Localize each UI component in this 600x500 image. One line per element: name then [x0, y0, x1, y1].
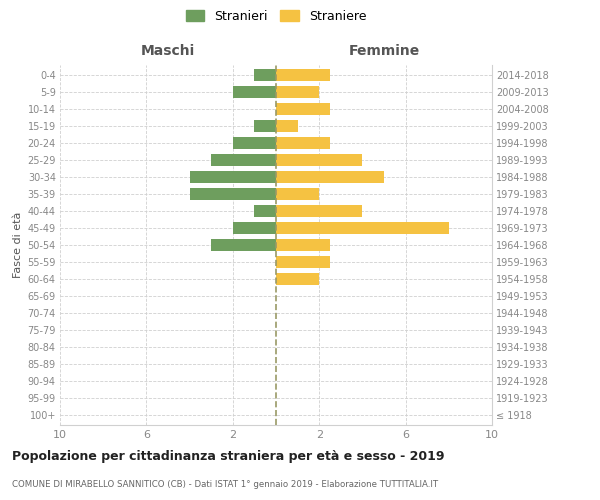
Bar	[190, 188, 276, 200]
Bar	[276, 273, 319, 285]
Bar	[276, 103, 330, 116]
Bar	[233, 137, 276, 149]
Bar	[233, 222, 276, 234]
Text: Femmine: Femmine	[349, 44, 419, 58]
Text: Maschi: Maschi	[141, 44, 195, 58]
Bar	[276, 256, 330, 268]
Bar	[211, 154, 276, 166]
Bar	[276, 120, 298, 132]
Bar	[254, 120, 276, 132]
Text: COMUNE DI MIRABELLO SANNITICO (CB) - Dati ISTAT 1° gennaio 2019 - Elaborazione T: COMUNE DI MIRABELLO SANNITICO (CB) - Dat…	[12, 480, 438, 489]
Bar	[276, 239, 330, 251]
Bar	[276, 137, 330, 149]
Text: Popolazione per cittadinanza straniera per età e sesso - 2019: Popolazione per cittadinanza straniera p…	[12, 450, 445, 463]
Bar	[211, 239, 276, 251]
Y-axis label: Fasce di età: Fasce di età	[13, 212, 23, 278]
Bar	[254, 69, 276, 82]
Bar	[276, 86, 319, 99]
Bar	[276, 69, 330, 82]
Bar	[254, 205, 276, 217]
Bar	[276, 171, 384, 183]
Bar	[233, 86, 276, 99]
Bar	[276, 222, 449, 234]
Legend: Stranieri, Straniere: Stranieri, Straniere	[185, 10, 367, 23]
Bar	[276, 188, 319, 200]
Bar	[276, 205, 362, 217]
Bar	[190, 171, 276, 183]
Bar	[276, 154, 362, 166]
